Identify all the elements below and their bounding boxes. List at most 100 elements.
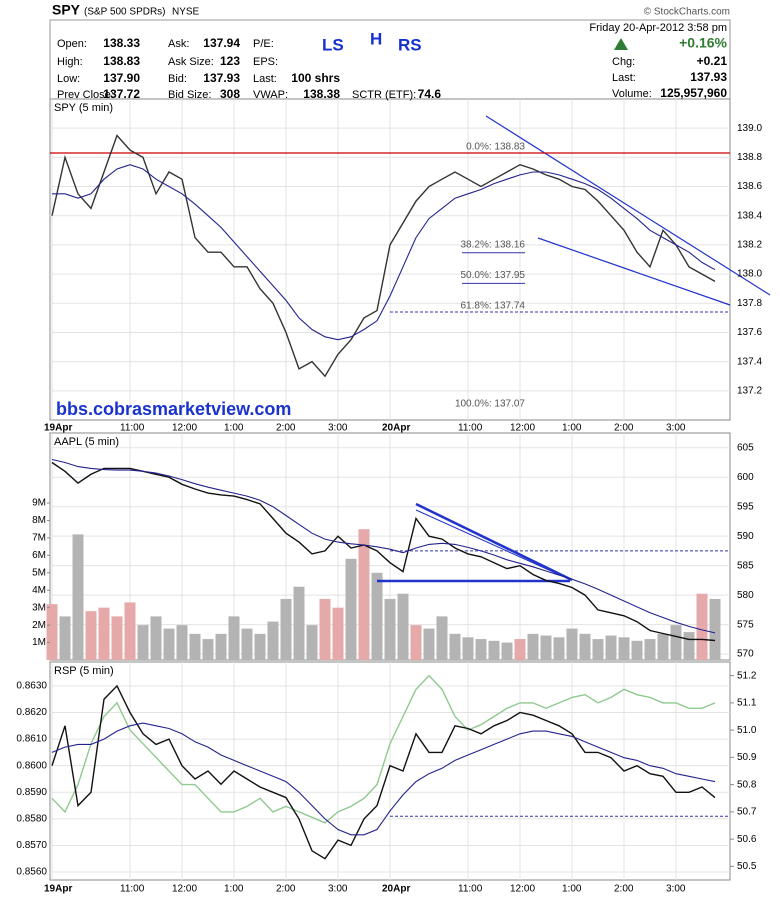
volume-bar — [319, 598, 331, 660]
x-tick-label: 1:00 — [562, 423, 582, 434]
quote-value: 74.6 — [418, 87, 442, 101]
summary-label: Last: — [612, 72, 636, 84]
level-label: 50.0%: 137.95 — [461, 270, 526, 281]
volume-bar — [215, 633, 227, 660]
volume-bar — [644, 639, 656, 660]
quote-label: Ask: — [168, 38, 189, 50]
volume-bar — [423, 628, 435, 660]
quote-label: Bid Size: — [168, 89, 211, 101]
y-tick-label: 0.8600 — [16, 760, 47, 771]
volume-bar — [449, 633, 461, 660]
x-tick-label: 11:00 — [458, 423, 483, 434]
y-tick-label: 580 — [737, 590, 754, 601]
trend-line — [485, 115, 771, 296]
level-label: 38.2%: 138.16 — [461, 239, 526, 250]
volume-bar — [46, 604, 58, 660]
change-percent: +0.16% — [679, 35, 727, 51]
quote-box — [49, 19, 731, 101]
watermark: bbs.cobrasmarketview.com — [56, 399, 291, 419]
up-arrow — [614, 38, 628, 50]
volume-bar — [345, 558, 357, 660]
volume-bar — [618, 637, 630, 660]
volume-tick-label: 7M — [32, 533, 46, 544]
volume-bar — [553, 637, 565, 660]
volume-tick-label: 2M — [32, 620, 46, 631]
quote-value: 308 — [220, 87, 240, 101]
panel-title: AAPL (5 min) — [54, 436, 119, 448]
quote-value: 137.94 — [203, 36, 240, 50]
summary-value: +0.21 — [697, 54, 728, 68]
volume-bar — [254, 633, 266, 660]
exchange: NYSE — [172, 7, 200, 18]
volume-bar — [306, 625, 318, 660]
volume-bar — [124, 602, 136, 660]
y2-tick-label: 51.1 — [737, 698, 757, 709]
x-tick-label: 12:00 — [172, 423, 197, 434]
x-tick-label: 12:00 — [510, 423, 535, 434]
volume-bar — [657, 633, 669, 660]
quote-label: Ask Size: — [168, 56, 214, 68]
quote-label: Prev Close: — [57, 89, 114, 101]
x-tick-label: 2:00 — [276, 884, 296, 895]
x-tick-label: 2:00 — [614, 884, 634, 895]
y-tick-label: 570 — [737, 649, 754, 660]
x-tick-label: 19Apr — [44, 884, 72, 895]
volume-bar — [98, 607, 110, 660]
y-tick-label: 137.6 — [737, 327, 762, 338]
volume-bar — [111, 616, 123, 660]
level-label: 100.0%: 137.07 — [455, 398, 525, 409]
volume-bar — [150, 616, 162, 660]
volume-bar — [280, 598, 292, 660]
volume-bar — [358, 529, 370, 660]
x-tick-label: 3:00 — [328, 884, 348, 895]
x-tick-label: 2:00 — [276, 423, 296, 434]
price-line — [51, 458, 716, 634]
y-tick-label: 595 — [737, 501, 754, 512]
y-tick-label: 0.8630 — [16, 681, 47, 692]
y-tick-label: 137.2 — [737, 385, 762, 396]
volume-bar — [631, 640, 643, 660]
y-tick-label: 137.4 — [737, 356, 762, 367]
x-tick-label: 3:00 — [328, 423, 348, 434]
y2-tick-label: 50.6 — [737, 834, 757, 845]
volume-tick-label: 3M — [32, 602, 46, 613]
x-tick-label: 12:00 — [510, 884, 535, 895]
y-tick-label: 138.4 — [737, 210, 762, 221]
volume-bar — [540, 635, 552, 660]
x-tick-label: 19Apr — [44, 423, 72, 434]
quote-label: High: — [57, 56, 83, 68]
summary-label: Volume: — [612, 88, 652, 100]
quote-value: 100 shrs — [291, 71, 340, 85]
volume-bar — [527, 633, 539, 660]
trend-line — [415, 509, 561, 576]
price-line — [51, 461, 716, 642]
volume-bar — [267, 621, 279, 660]
quote-label: Low: — [57, 73, 80, 85]
volume-bar — [592, 639, 604, 660]
x-tick-label: 20Apr — [382, 423, 410, 434]
volume-tick-label: 4M — [32, 585, 46, 596]
y2-tick-label: 51.0 — [737, 725, 757, 736]
x-tick-label: 11:00 — [458, 884, 483, 895]
volume-bar — [137, 625, 149, 660]
price-line — [51, 684, 716, 860]
volume-bar — [501, 642, 513, 660]
y-tick-label: 605 — [737, 442, 754, 453]
volume-bar — [59, 616, 71, 660]
volume-bar — [228, 616, 240, 660]
y-tick-label: 138.6 — [737, 181, 762, 192]
quote-value: 137.72 — [103, 87, 140, 101]
volume-bar — [397, 593, 409, 660]
x-tick-label: 11:00 — [120, 423, 145, 434]
quote-label: VWAP: — [253, 89, 288, 101]
y-tick-label: 600 — [737, 472, 754, 483]
y-tick-label: 585 — [737, 560, 754, 571]
copyright: © StockCharts.com — [644, 7, 730, 18]
y-tick-label: 138.2 — [737, 240, 762, 251]
level-label: 0.0%: 138.83 — [466, 142, 525, 153]
pattern-label: LS — [322, 35, 344, 54]
volume-bar — [436, 616, 448, 660]
y2-tick-label: 50.7 — [737, 807, 757, 818]
quote-date: Friday 20-Apr-2012 3:58 pm — [589, 22, 727, 34]
y-tick-label: 138.0 — [737, 269, 762, 280]
